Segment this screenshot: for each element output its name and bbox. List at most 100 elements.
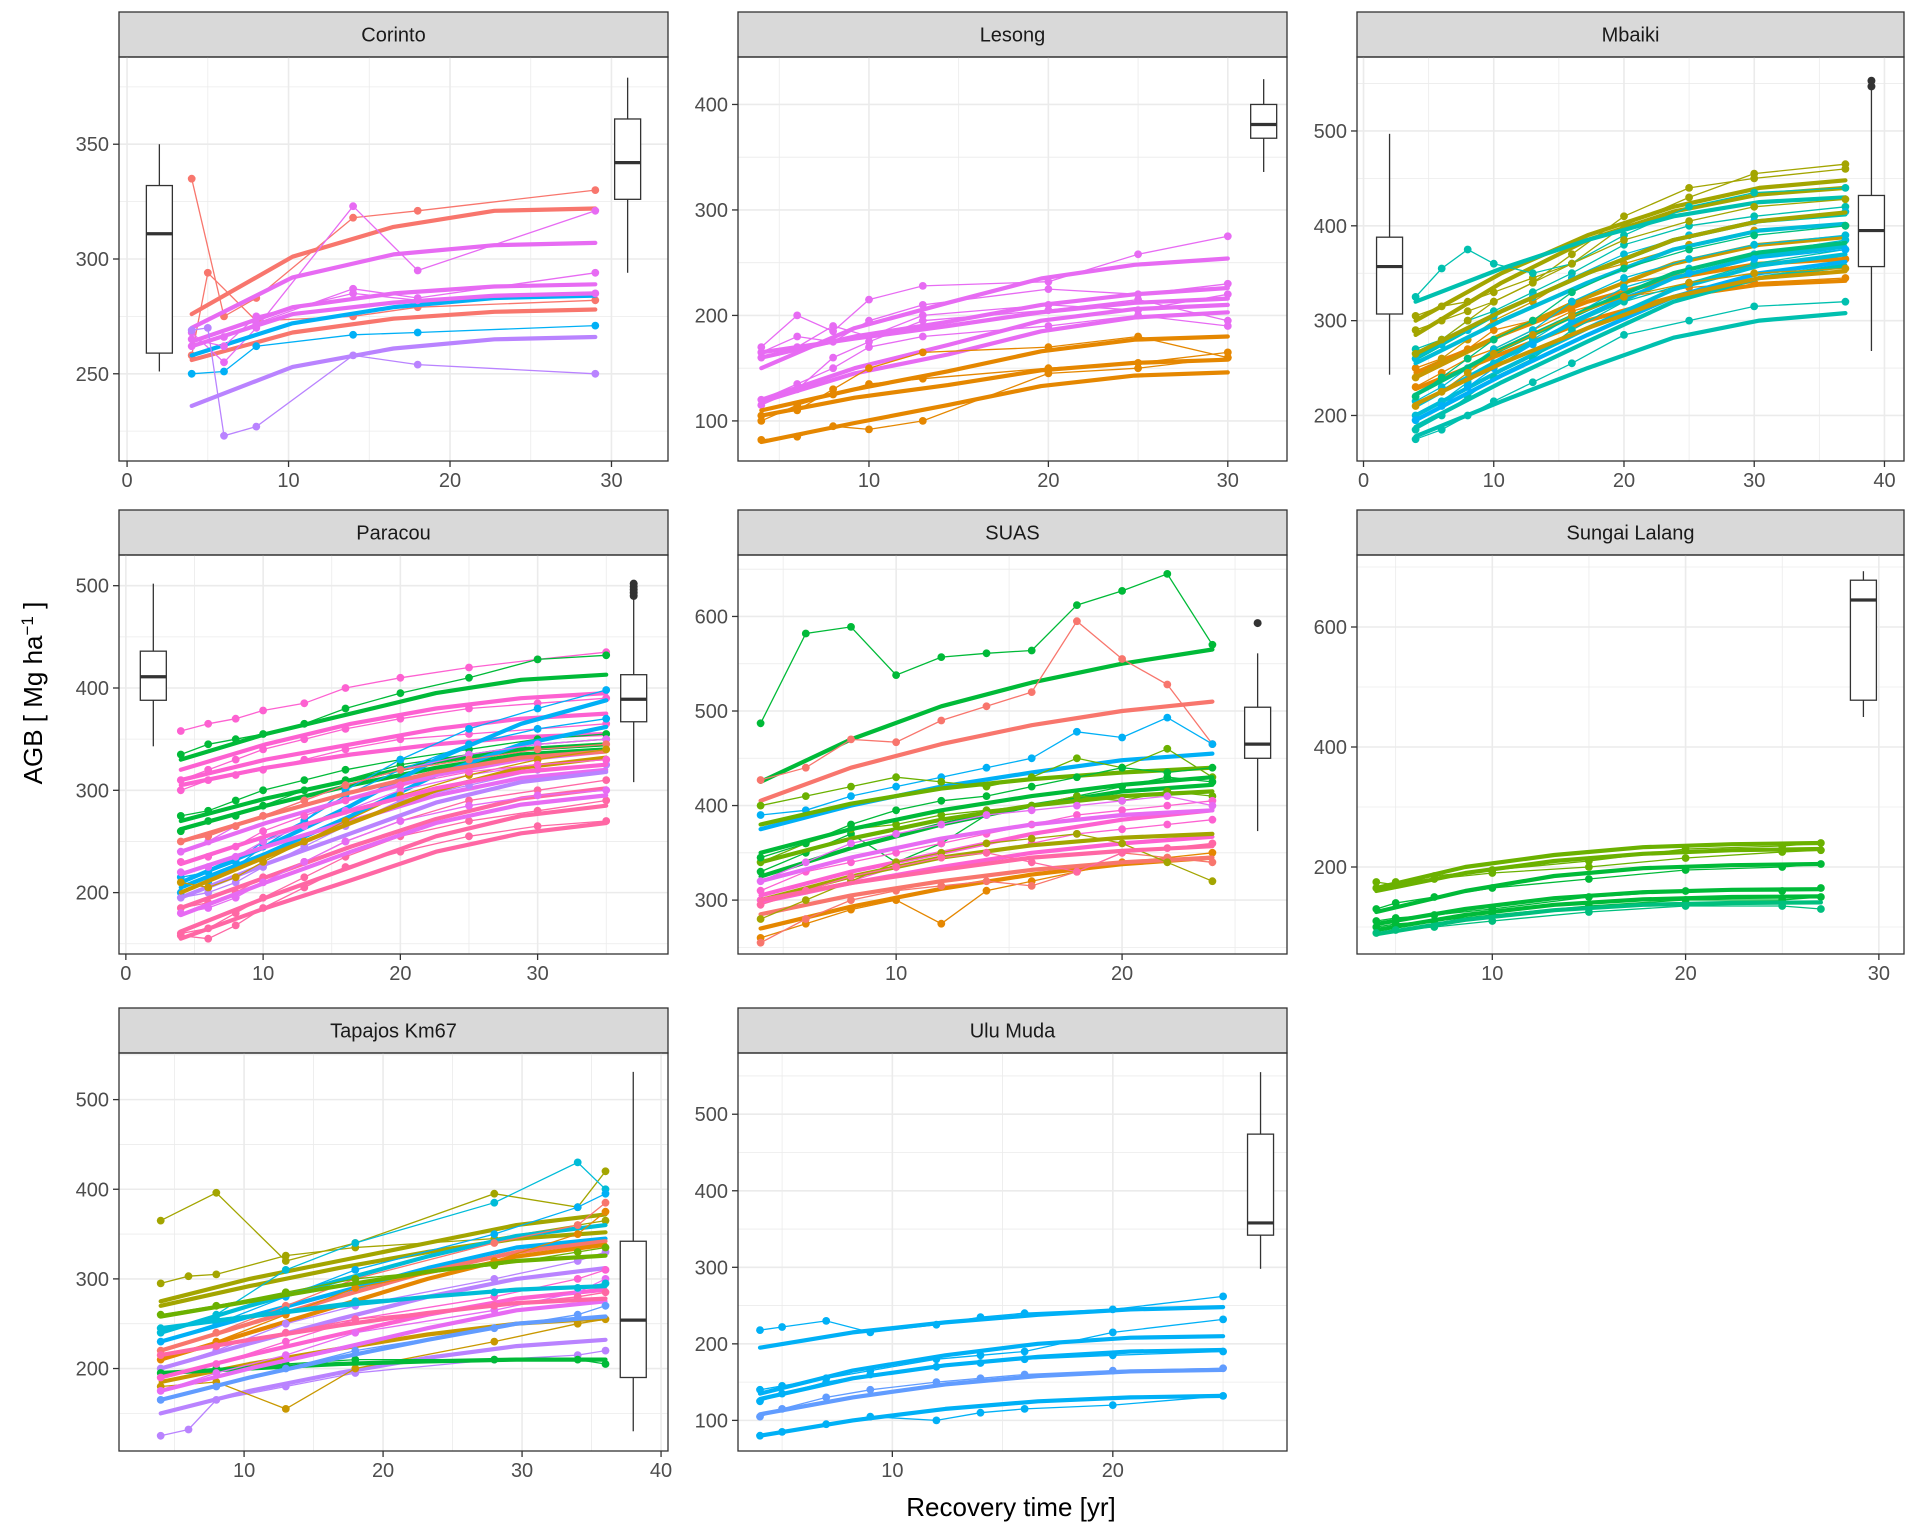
data-point [1208, 839, 1217, 848]
panel-series [176, 648, 611, 943]
series-fit-line [158, 1212, 608, 1304]
y-tick-label: 500 [695, 701, 728, 723]
data-point [591, 296, 600, 305]
data-point [976, 1408, 985, 1417]
data-point [591, 321, 600, 330]
panel-grid [738, 1053, 1287, 1451]
x-tick-label: 30 [511, 1460, 533, 1482]
data-point [1411, 402, 1420, 410]
data-point [204, 832, 213, 841]
data-point [1685, 269, 1693, 278]
data-point [829, 422, 837, 431]
data-point [300, 735, 309, 744]
data-point [300, 883, 309, 892]
data-point [1411, 312, 1420, 320]
data-point [212, 1382, 221, 1391]
data-point [1044, 369, 1053, 378]
panel-title: Tapajos Km67 [330, 1021, 457, 1043]
data-point [756, 776, 765, 784]
boxplot-right [1849, 571, 1878, 717]
data-point [533, 806, 542, 815]
data-point [1411, 326, 1420, 334]
data-point [231, 893, 240, 902]
data-point [1620, 264, 1628, 273]
data-point [176, 837, 185, 846]
data-point [349, 289, 357, 298]
data-point [396, 765, 405, 774]
data-point [231, 921, 240, 930]
y-tick-label: 100 [695, 1410, 728, 1432]
boxplot-right [1857, 76, 1886, 351]
data-point [1585, 908, 1593, 916]
data-point [231, 812, 240, 820]
data-point [756, 853, 765, 862]
data-point [1620, 331, 1628, 339]
data-point [892, 738, 900, 747]
series-fit-line [1413, 178, 1848, 323]
data-point [1073, 811, 1081, 819]
data-point [351, 1364, 360, 1373]
data-point [1620, 212, 1628, 221]
data-point [1488, 869, 1497, 877]
data-point [1750, 188, 1759, 197]
data-point [822, 1317, 831, 1325]
series-line [180, 799, 607, 935]
data-point [396, 735, 405, 744]
data-point [212, 1396, 221, 1404]
data-point [601, 1243, 610, 1252]
series-fit-line [178, 672, 609, 762]
data-point [1437, 302, 1446, 311]
data-point [1223, 232, 1232, 241]
data-point [1163, 858, 1172, 867]
data-point [1489, 259, 1498, 268]
data-point [231, 755, 240, 764]
data-point [156, 1387, 165, 1395]
data-point [756, 1397, 764, 1406]
data-point [756, 801, 765, 810]
series-line [180, 654, 607, 756]
y-tick-label: 600 [695, 606, 728, 628]
data-point [1841, 165, 1850, 173]
data-point [1463, 245, 1472, 254]
data-point [212, 1270, 221, 1279]
data-point [533, 791, 542, 800]
x-tick-label: 20 [1037, 470, 1059, 492]
data-point [349, 202, 357, 211]
series-fit-line [758, 751, 1215, 832]
data-point [212, 1369, 221, 1377]
data-point [1489, 335, 1498, 344]
data-point [1073, 830, 1081, 838]
data-point [1437, 264, 1446, 273]
data-point [602, 714, 611, 723]
data-point [490, 1239, 499, 1247]
data-point [937, 653, 946, 661]
series-line [180, 651, 607, 732]
series-fit-line [758, 647, 1215, 785]
boxplot-left [139, 583, 167, 747]
data-point [982, 848, 991, 857]
x-tick-label: 10 [233, 1460, 255, 1482]
data-point [281, 1405, 290, 1413]
y-tick-label: 200 [76, 883, 109, 905]
data-point [204, 765, 213, 774]
data-point [1411, 364, 1420, 372]
data-point [976, 1359, 985, 1367]
x-tick-label: 20 [1102, 1460, 1124, 1482]
data-point [351, 1297, 360, 1306]
data-point [801, 763, 810, 772]
series-fit-line [1413, 240, 1848, 397]
data-point [778, 1389, 786, 1398]
data-point [756, 1385, 764, 1394]
panel-series [1411, 160, 1850, 444]
data-point [1620, 236, 1628, 244]
data-point [937, 811, 946, 819]
data-point [1685, 184, 1693, 192]
y-tick-label: 200 [1314, 857, 1347, 879]
series-line [760, 573, 1213, 724]
series-line [760, 852, 1213, 944]
data-point [847, 623, 855, 631]
series-fit-line [1374, 900, 1824, 937]
data-point [1568, 359, 1576, 368]
panel-series [187, 174, 600, 440]
data-point [176, 878, 185, 887]
